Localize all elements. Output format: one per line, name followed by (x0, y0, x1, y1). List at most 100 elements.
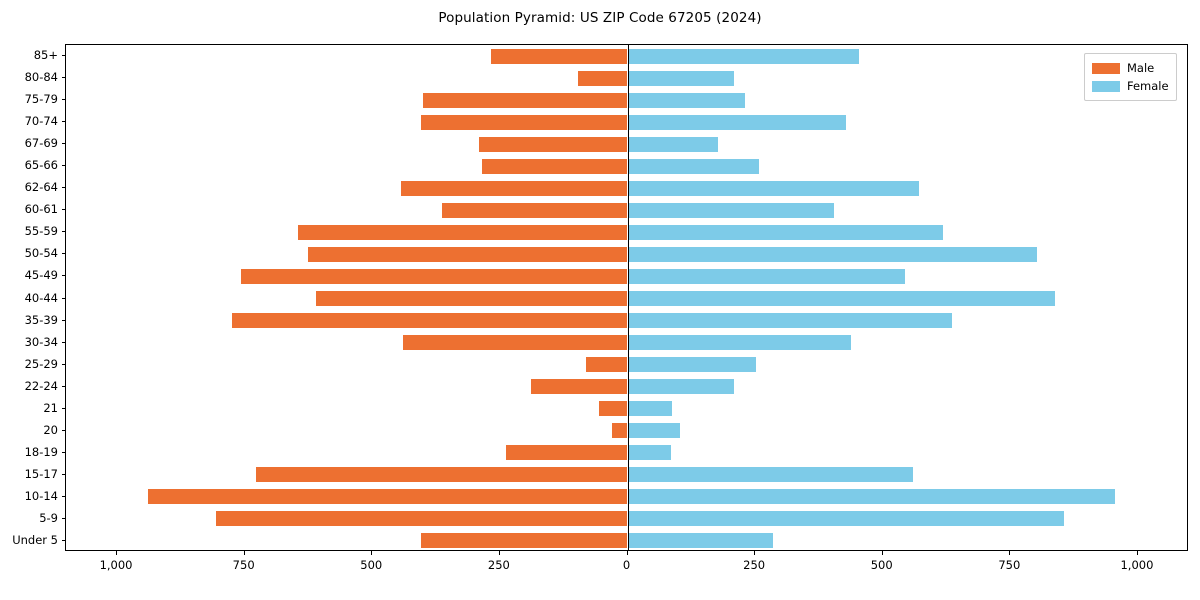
x-tick-mark (626, 551, 628, 555)
y-tick-label: 75-79 (24, 92, 58, 107)
y-tick-label: 45-49 (24, 268, 58, 283)
y-tick-label: 50-54 (24, 246, 58, 261)
y-tick-mark (62, 55, 66, 57)
y-tick-label: 70-74 (24, 114, 58, 129)
x-tick-mark (1009, 551, 1011, 555)
bar-male (577, 70, 628, 86)
x-tick-label: 500 (360, 558, 383, 572)
x-axis-ticks: 1,000 750 500 250 0 250 500 750 1,000 (0, 551, 1200, 591)
bar-male (402, 335, 628, 351)
bar-female (627, 313, 952, 329)
y-tick-label: 80-84 (24, 70, 58, 85)
bar-male (482, 158, 628, 174)
y-tick-mark (62, 363, 66, 365)
bar-male (316, 291, 628, 306)
bar-male (479, 136, 628, 152)
y-tick-label: 25-29 (24, 356, 58, 371)
bar-female (627, 48, 860, 64)
plot-area (65, 44, 1188, 551)
x-tick-label: 500 (870, 558, 893, 572)
y-tick-mark (62, 451, 66, 453)
bar-male (256, 467, 628, 483)
bar-male (491, 48, 628, 64)
y-tick-label: 35-39 (24, 312, 58, 327)
bar-female (627, 489, 1116, 505)
y-tick-label: 10-14 (24, 488, 58, 503)
bar-female (627, 158, 760, 174)
legend-item-male[interactable]: Male (1092, 59, 1169, 77)
bar-male (585, 357, 628, 373)
bar-female (627, 423, 680, 439)
x-tick-mark (498, 551, 500, 555)
y-tick-label: 67-69 (24, 136, 58, 151)
x-tick-label: 250 (487, 558, 510, 572)
bar-female (627, 401, 672, 417)
bar-female (627, 224, 943, 240)
bar-male (148, 489, 628, 505)
bar-female (627, 136, 719, 152)
y-tick-mark (62, 341, 66, 343)
y-tick-mark (62, 143, 66, 145)
bar-female (627, 445, 672, 461)
bar-male (401, 180, 628, 196)
y-tick-mark (62, 385, 66, 387)
bar-male (420, 533, 628, 549)
y-tick-label: 65-66 (24, 158, 58, 173)
bar-female (627, 180, 920, 196)
legend-swatch-icon (1092, 62, 1120, 74)
y-tick-mark (62, 209, 66, 211)
bar-male (241, 268, 628, 284)
y-tick-label: 30-34 (24, 334, 58, 349)
y-tick-mark (62, 407, 66, 409)
y-tick-mark (62, 297, 66, 299)
bar-female (627, 357, 756, 373)
y-axis-labels: 85+ 80-84 75-79 70-74 67-69 65-66 62-64 60-61 55… (0, 44, 58, 551)
x-tick-mark (881, 551, 883, 555)
bar-male (215, 511, 628, 527)
y-tick-label: 60-61 (24, 202, 58, 217)
x-tick-label: 0 (622, 558, 631, 572)
x-tick-mark (1136, 551, 1138, 555)
bar-female (627, 92, 745, 108)
bar-female (627, 291, 1055, 306)
x-tick-label: 250 (743, 558, 766, 572)
y-tick-label: 20 (43, 422, 58, 437)
bar-female (627, 467, 913, 483)
x-tick-mark (116, 551, 118, 555)
y-tick-label: 15-17 (24, 466, 58, 481)
y-tick-label: 22-24 (24, 378, 58, 393)
legend-label: Male (1127, 61, 1155, 75)
chart-legend[interactable]: Male Female (1084, 53, 1177, 101)
legend-item-female[interactable]: Female (1092, 77, 1169, 95)
y-tick-label: 85+ (33, 48, 58, 63)
y-tick-label: 40-44 (24, 290, 58, 305)
legend-label: Female (1127, 79, 1169, 93)
y-tick-label: 55-59 (24, 224, 58, 239)
bar-male (298, 224, 628, 240)
bar-male (612, 423, 628, 439)
bar-female (627, 246, 1037, 262)
y-tick-mark (62, 539, 66, 541)
bar-male (308, 246, 628, 262)
y-tick-mark (62, 165, 66, 167)
y-tick-mark (62, 99, 66, 101)
y-tick-mark (62, 275, 66, 277)
y-tick-label: 21 (43, 400, 58, 415)
zero-axis-line (627, 45, 629, 550)
y-tick-mark (62, 187, 66, 189)
y-tick-mark (62, 429, 66, 431)
y-tick-label: 18-19 (24, 444, 58, 459)
y-tick-mark (62, 121, 66, 123)
legend-swatch-icon (1092, 80, 1120, 92)
y-tick-mark (62, 319, 66, 321)
bar-female (627, 202, 834, 218)
y-tick-label: 62-64 (24, 180, 58, 195)
y-tick-mark (62, 231, 66, 233)
x-tick-mark (371, 551, 373, 555)
chart-title: Population Pyramid: US ZIP Code 67205 (2… (438, 10, 762, 26)
y-tick-mark (62, 473, 66, 475)
x-tick-label: 1,000 (1120, 558, 1154, 572)
y-tick-label: Under 5 (12, 532, 58, 547)
bar-female (627, 379, 734, 395)
